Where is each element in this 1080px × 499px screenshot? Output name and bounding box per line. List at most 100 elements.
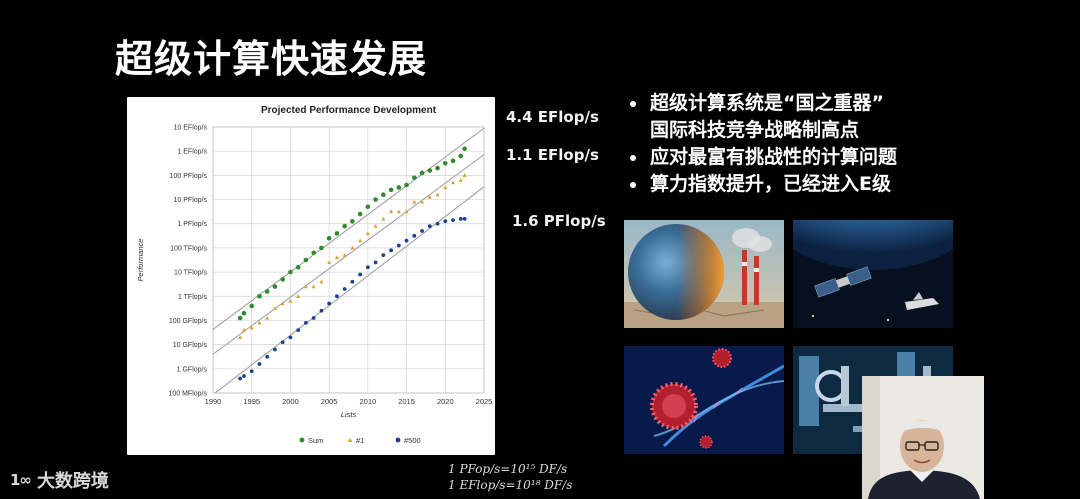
bullet-text: 算力指数提升，已经进入E级	[650, 173, 891, 195]
point-top500	[458, 216, 463, 221]
y-tick-label: 100 TFlop/s	[170, 245, 207, 252]
point-sum	[357, 211, 363, 217]
point-sum	[404, 182, 409, 188]
x-axis-label: Lists	[341, 410, 357, 419]
point-top500	[273, 347, 277, 352]
point-sum	[241, 310, 247, 316]
legend-marker-icon	[299, 437, 305, 443]
x-tick-label: 1995	[243, 397, 260, 406]
point-top500	[311, 316, 316, 320]
x-tick-label: 2005	[321, 397, 338, 406]
point-top1	[404, 209, 409, 214]
point-sum	[350, 219, 355, 224]
point-top500	[462, 216, 467, 221]
virus-dna-image	[624, 346, 784, 454]
trendline	[212, 127, 485, 330]
y-axis-label: Performance	[136, 239, 145, 282]
point-sum	[319, 245, 324, 251]
point-top1	[462, 173, 467, 177]
y-tick-label: 1 PFlop/s	[177, 221, 207, 228]
point-top500	[280, 340, 285, 345]
slide-title: 超级计算快速发展	[115, 37, 428, 81]
logo-mark-icon: 1∞	[10, 471, 32, 489]
y-tick-label: 100 MFlop/s	[168, 391, 207, 398]
point-top500	[288, 335, 293, 340]
point-top1	[373, 223, 378, 228]
bullet-list: 超级计算系统是“国之重器” 国际科技竞争战略制高点 应对最富有挑战性的计算问题 …	[628, 90, 1068, 198]
satellite-space-image	[793, 220, 953, 328]
bullet-text: 应对最富有挑战性的计算问题	[650, 146, 898, 168]
point-top500	[365, 265, 370, 270]
earth-industry-image	[624, 220, 784, 328]
y-tick-label: 100 PFlop/s	[170, 173, 208, 180]
point-top1	[420, 199, 425, 204]
point-top1	[342, 252, 347, 257]
point-top1	[272, 306, 277, 310]
point-top500	[412, 233, 417, 238]
point-sum	[303, 257, 309, 263]
callout-top1-value: 1.1 EFlop/s	[506, 146, 599, 164]
channel-logo: 1∞ 大数跨境	[10, 467, 109, 493]
point-sum	[334, 231, 340, 236]
y-tick-label: 10 GFlop/s	[173, 342, 208, 349]
point-top1	[381, 216, 386, 221]
x-tick-label: 2010	[360, 397, 377, 406]
point-top1	[288, 298, 293, 303]
point-top500	[435, 221, 440, 226]
y-tick-label: 10 TFlop/s	[174, 270, 207, 277]
point-sum	[365, 204, 371, 210]
y-tick-label: 1 GFlop/s	[177, 366, 208, 373]
point-top500	[249, 369, 254, 374]
point-sum	[311, 250, 316, 256]
point-sum	[419, 170, 425, 176]
point-top1	[427, 194, 432, 199]
point-top500	[327, 301, 332, 306]
callout-sum-value: 4.4 EFlop/s	[506, 108, 599, 126]
point-sum	[427, 168, 433, 173]
point-top1	[358, 238, 363, 243]
point-sum	[435, 165, 440, 171]
point-top500	[443, 219, 448, 224]
y-tick-label: 100 GFlop/s	[169, 318, 208, 325]
point-top500	[304, 320, 308, 325]
chart-svg: Projected Performance Development 100 MFl…	[136, 105, 492, 445]
x-tick-label: 2020	[437, 397, 454, 406]
point-top500	[427, 224, 432, 229]
point-top1	[412, 199, 417, 204]
y-tick-label: 10 EFlop/s	[174, 125, 208, 132]
bullet-dot-icon	[630, 155, 636, 161]
point-sum	[462, 146, 467, 152]
point-top1	[443, 185, 448, 190]
point-top1	[296, 294, 301, 298]
bullet-text: 国际科技竞争战略制高点	[650, 119, 860, 141]
point-top500	[242, 374, 246, 378]
point-top1	[389, 209, 394, 214]
legend-label: Sum	[308, 436, 323, 445]
point-top500	[358, 272, 363, 277]
point-sum	[442, 160, 448, 166]
legend-marker-icon	[347, 438, 353, 442]
point-top1	[458, 178, 463, 182]
point-sum	[373, 197, 378, 202]
point-top1	[241, 327, 246, 332]
y-tick-label: 1 TFlop/s	[178, 294, 208, 301]
point-top1	[311, 284, 316, 289]
x-tick-label: 2015	[398, 397, 415, 406]
bullet-text: 超级计算系统是“国之重器”	[650, 92, 884, 114]
point-sum	[264, 289, 270, 294]
speaker-video-thumbnail	[862, 376, 984, 499]
point-sum	[342, 223, 347, 229]
point-top1	[435, 192, 440, 197]
point-top1	[249, 325, 254, 330]
point-top1	[396, 209, 401, 214]
point-top500	[373, 260, 378, 265]
point-top500	[389, 248, 393, 253]
point-top500	[334, 294, 339, 299]
point-sum	[396, 185, 402, 190]
point-top1	[365, 231, 370, 235]
legend-label: #500	[404, 436, 421, 445]
point-top500	[451, 218, 455, 222]
x-tick-label: 1990	[205, 397, 222, 406]
callout-top500-value: 1.6 PFlop/s	[512, 212, 606, 230]
point-top500	[265, 354, 270, 359]
